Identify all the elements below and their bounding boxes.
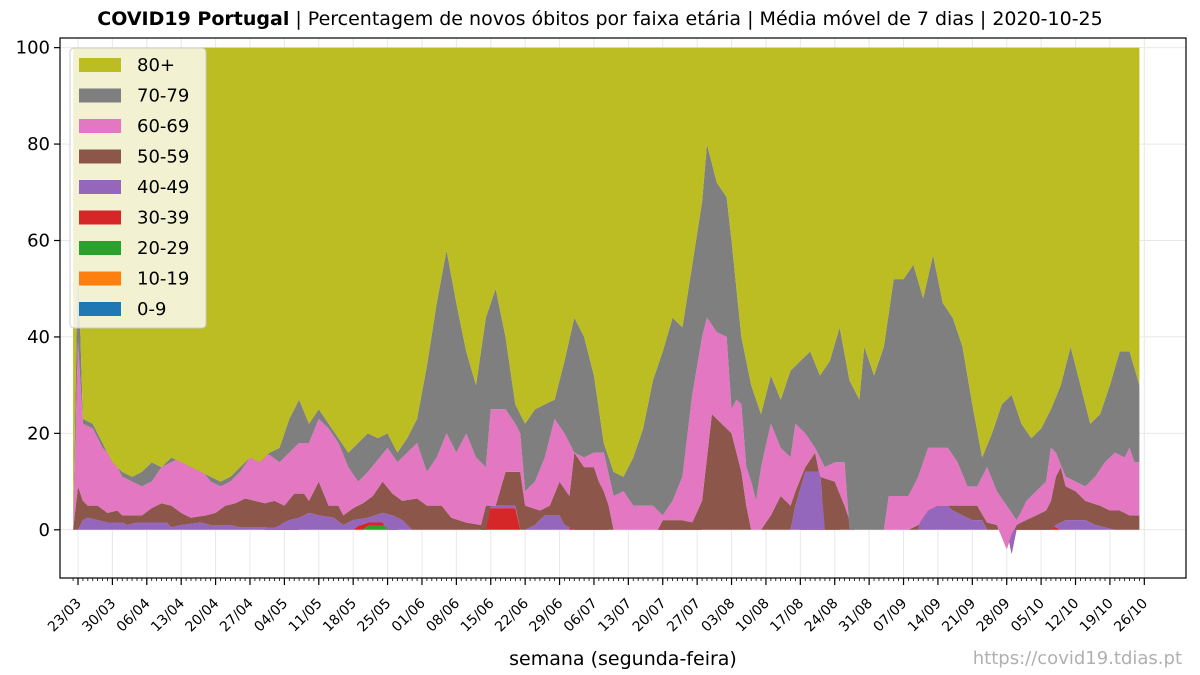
x-tick-label: 24/08 xyxy=(802,596,842,636)
x-tick-label: 27/04 xyxy=(217,595,257,635)
y-tick-label: 80 xyxy=(27,134,50,155)
legend-swatch-60-69 xyxy=(79,119,121,133)
legend-label-80+: 80+ xyxy=(137,55,175,76)
legend-swatch-70-79 xyxy=(79,88,121,103)
x-tick-label: 08/06 xyxy=(423,595,463,635)
x-tick-label: 14/09 xyxy=(905,596,945,636)
y-tick-label: 100 xyxy=(16,38,50,59)
x-tick-label: 01/06 xyxy=(389,595,429,635)
x-axis-label: semana (segunda-feira) xyxy=(509,648,737,670)
x-tick-label: 06/04 xyxy=(114,595,154,635)
legend-label-50-59: 50-59 xyxy=(137,147,189,168)
area-60-69 xyxy=(73,317,1140,550)
legend-box xyxy=(69,47,207,329)
x-tick-label: 26/10 xyxy=(1111,596,1151,636)
chart-title: COVID19 Portugal | Percentagem de novos … xyxy=(97,8,1103,30)
x-tick-label: 30/03 xyxy=(79,596,119,636)
y-axis: 0 20 40 60 80 100 xyxy=(16,38,60,541)
x-tick-label: 13/07 xyxy=(595,596,635,636)
x-tick-label: 18/05 xyxy=(320,596,360,636)
x-tick-label: 03/08 xyxy=(699,596,739,636)
x-tick-label: 22/06 xyxy=(492,595,532,635)
plot-frame xyxy=(59,37,1187,579)
x-tick-label: 25/05 xyxy=(355,596,395,636)
legend-label-0-9: 0-9 xyxy=(137,299,166,320)
legend-swatch-20-29 xyxy=(79,241,121,255)
x-tick-label: 17/08 xyxy=(767,596,807,636)
legend-swatch-40-49 xyxy=(79,180,121,194)
legend-label-60-69: 60-69 xyxy=(137,116,189,137)
x-tick-label: 06/07 xyxy=(561,596,601,636)
legend-swatch-80+ xyxy=(79,58,121,72)
x-tick-label: 31/08 xyxy=(836,596,876,636)
x-tick-label: 29/06 xyxy=(527,595,567,635)
chart-title-bold: COVID19 Portugal xyxy=(97,8,289,30)
chart-title-rest: | Percentagem de novos óbitos por faixa … xyxy=(289,8,1102,30)
x-axis: 23/0330/0306/0413/0420/0427/0404/0511/05… xyxy=(45,578,1151,635)
area-50-59 xyxy=(73,414,1140,550)
y-tick-label: 40 xyxy=(27,327,50,348)
y-tick-label: 60 xyxy=(27,231,50,252)
y-tick-label: 20 xyxy=(27,423,50,444)
legend-swatch-10-19 xyxy=(79,271,121,286)
x-tick-label: 19/10 xyxy=(1077,596,1117,636)
legend-label-30-39: 30-39 xyxy=(137,208,189,229)
legend-swatch-30-39 xyxy=(79,210,121,225)
legend-label-10-19: 10-19 xyxy=(137,269,189,290)
stacked-areas xyxy=(73,47,1140,554)
x-tick-label: 28/09 xyxy=(974,596,1014,636)
x-tick-label: 15/06 xyxy=(458,595,498,635)
legend-swatch-50-59 xyxy=(79,149,121,164)
x-tick-label: 04/05 xyxy=(251,596,291,636)
x-tick-label: 05/10 xyxy=(1008,596,1048,636)
legend-swatch-0-9 xyxy=(79,302,121,316)
legend-label-70-79: 70-79 xyxy=(137,86,189,107)
x-tick-label: 20/07 xyxy=(630,596,670,636)
x-tick-label: 10/08 xyxy=(733,596,773,636)
legend-label-40-49: 40-49 xyxy=(137,177,189,198)
x-tick-label: 11/05 xyxy=(286,596,326,636)
x-tick-label: 20/04 xyxy=(183,595,223,635)
area-80+ xyxy=(73,47,1140,530)
x-tick-label: 07/09 xyxy=(871,596,911,636)
y-tick-label: 0 xyxy=(39,520,50,541)
x-tick-label: 13/04 xyxy=(148,595,188,635)
legend-label-20-29: 20-29 xyxy=(137,238,189,259)
x-tick-label: 21/09 xyxy=(939,596,979,636)
x-tick-label: 12/10 xyxy=(1042,596,1082,636)
area-70-79 xyxy=(73,144,1140,530)
watermark: https://covid19.tdias.pt xyxy=(973,648,1182,669)
legend: 80+ 70-79 60-69 50-59 40-49 30-39 20-29 10-19 0-… xyxy=(69,47,207,329)
x-tick-label: 27/07 xyxy=(664,596,704,636)
x-tick-label: 23/03 xyxy=(45,596,85,636)
